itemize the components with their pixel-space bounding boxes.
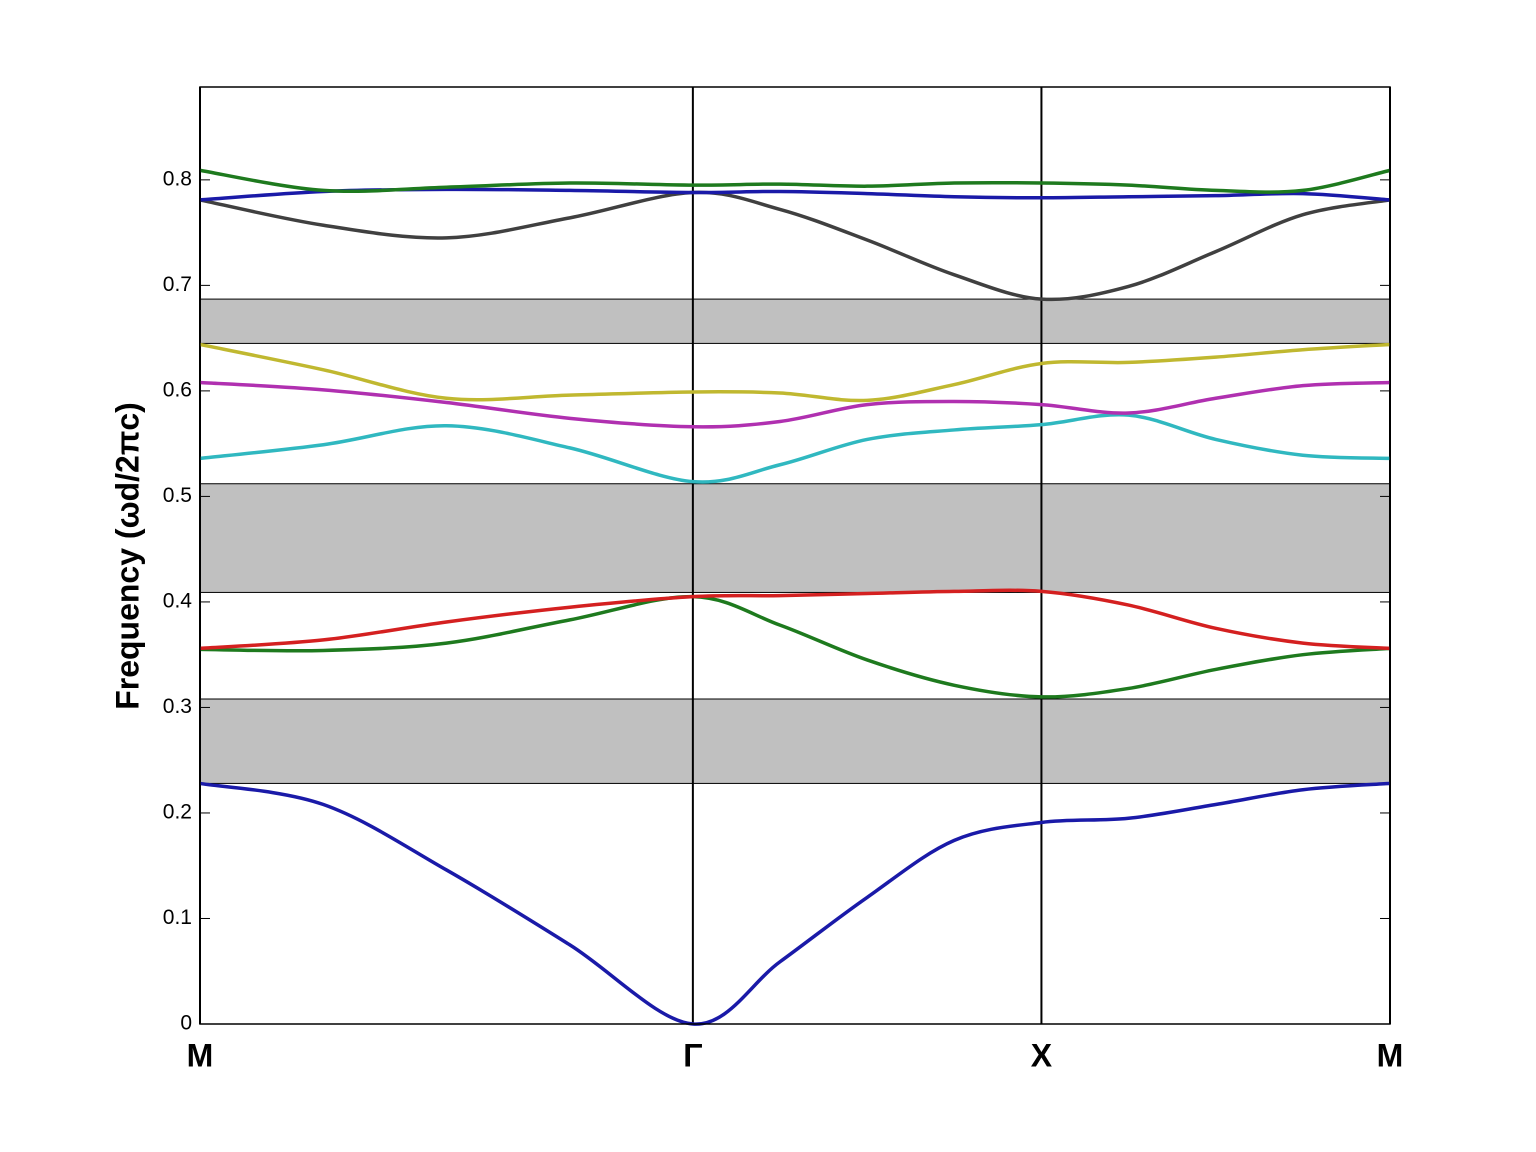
y-tick-label: 0.8 [163,167,192,190]
y-tick-label: 0.1 [163,906,192,929]
y-tick-label: 0.6 [163,378,192,401]
x-tick-label: M [187,1037,214,1073]
y-tick-label: 0.7 [163,273,192,296]
band-line [199,342,1391,403]
y-tick-label: 0.3 [163,695,192,718]
band-line [199,380,1391,429]
x-tick-label: X [1031,1037,1053,1073]
band-line [199,190,1391,302]
gap-band [199,298,1391,344]
gap-band [199,483,1391,593]
band-line [199,594,1391,699]
y-axis-label: Frequency (ωd/2πc) [109,402,145,710]
band-line [199,588,1391,651]
y-tick-label: 0.4 [163,589,193,612]
x-tick-label: Γ [683,1037,702,1073]
y-tick-label: 0.2 [163,801,192,824]
band-line [199,781,1391,1026]
gap-band [199,698,1391,784]
y-tick-label: 0 [180,1012,192,1035]
plot-frame [199,86,1391,1025]
band-line [199,168,1391,194]
y-tick-label: 0.5 [163,484,192,507]
band-line [199,413,1391,484]
x-tick-label: M [1377,1037,1404,1073]
